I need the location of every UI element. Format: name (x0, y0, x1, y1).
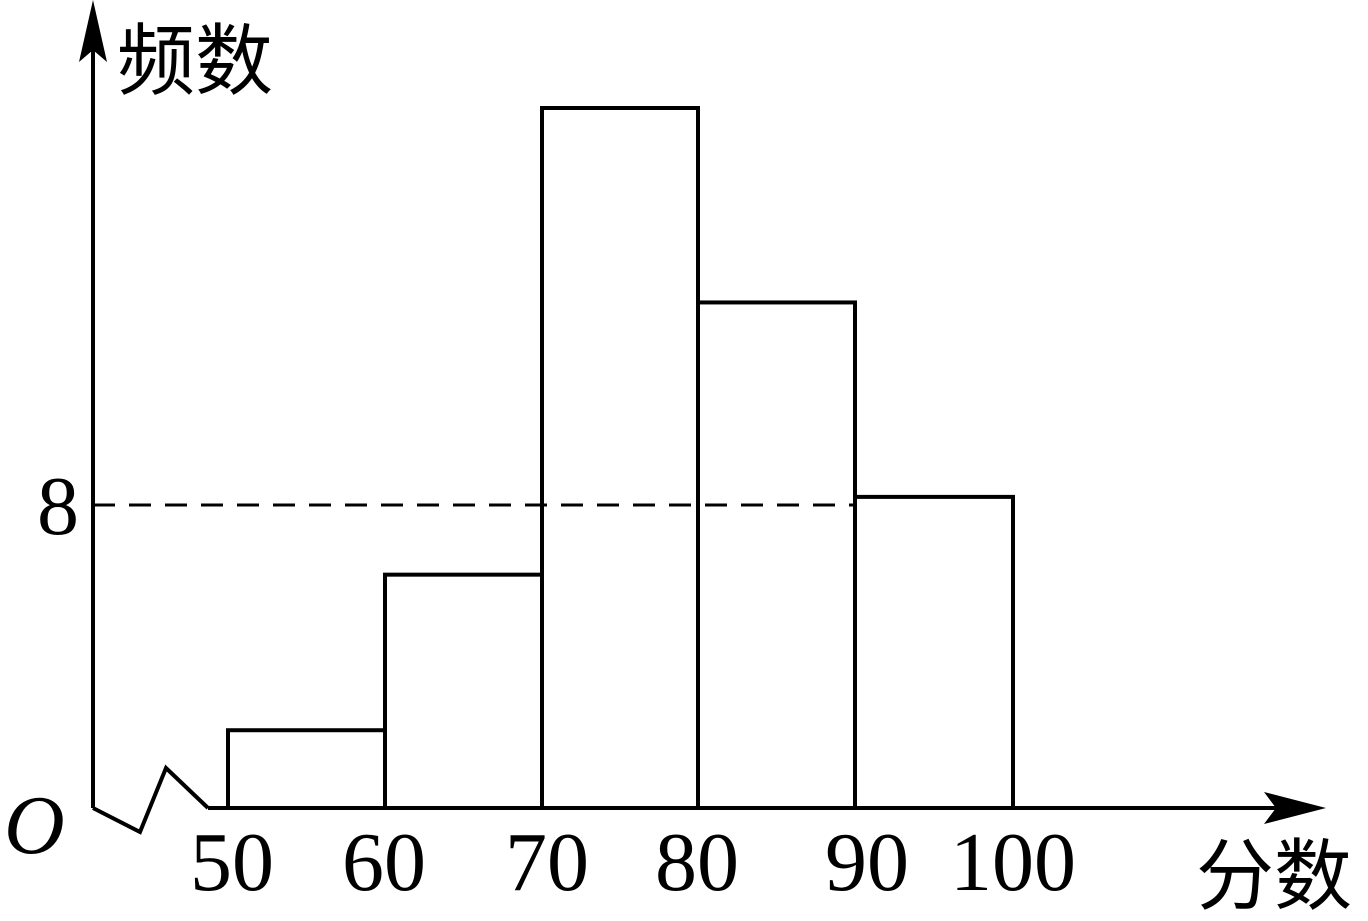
bar-70-80 (540, 106, 700, 810)
x-tick-label-100: 100 (950, 816, 1076, 909)
x-axis-label: 分数 (1196, 832, 1352, 921)
bar-60-70 (383, 572, 544, 811)
y-axis-arrow (79, 0, 107, 62)
bar-90-100 (853, 494, 1015, 810)
axis-break-zigzag (92, 764, 210, 835)
x-axis-arrow (1264, 792, 1326, 824)
x-tick-label-90: 90 (825, 816, 909, 909)
y-tick-label-8: 8 (37, 460, 79, 553)
x-tick-labels: 50 60 70 80 90 100 (190, 816, 1076, 909)
origin-label: O (4, 779, 65, 872)
x-tick-label-50: 50 (190, 816, 274, 909)
bar-50-60 (226, 728, 387, 811)
x-tick-label-70: 70 (505, 816, 589, 909)
bar-80-90 (696, 300, 857, 810)
histogram-bars (226, 106, 1015, 811)
y-axis-label: 频数 (117, 17, 273, 107)
x-tick-label-80: 80 (655, 816, 739, 909)
x-tick-label-60: 60 (342, 816, 426, 909)
